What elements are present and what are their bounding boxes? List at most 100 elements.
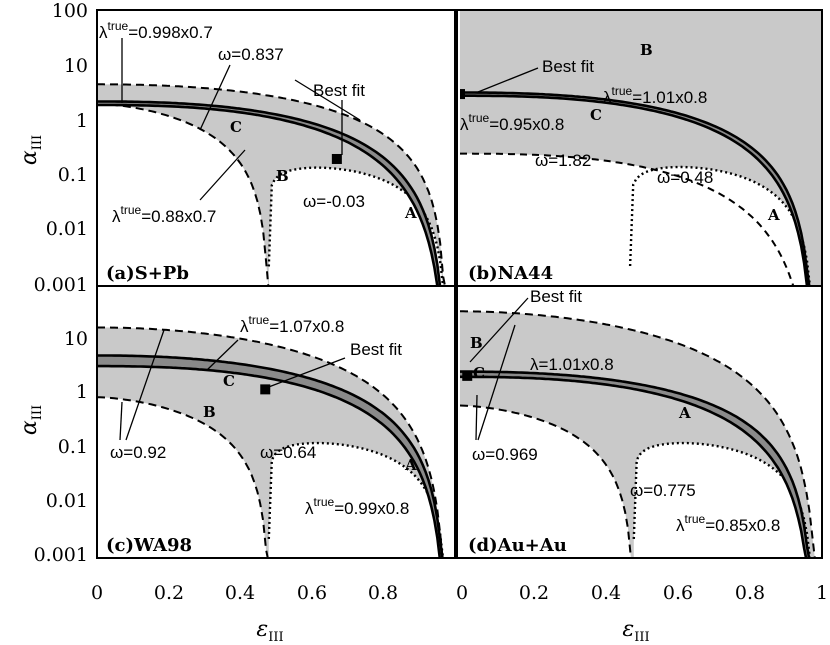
annotation-d-lambda-085: λtrue=0.85x0.8 <box>676 512 780 535</box>
panel-a <box>97 83 447 286</box>
best-fit-marker <box>331 153 342 164</box>
y-tick: 0.1 <box>58 436 88 458</box>
x-ticks-left: 0 0.2 0.4 0.6 0.8 <box>91 582 398 604</box>
x-tick: 1 <box>816 582 828 604</box>
dotted-curve <box>628 165 812 286</box>
y-tick: 0.001 <box>34 544 88 566</box>
panel-b <box>460 10 822 286</box>
annotation-a-lambda-088: λtrue=0.88x0.7 <box>112 203 216 226</box>
y-tick: 1 <box>76 110 88 132</box>
panel-frame-c <box>96 285 456 559</box>
y-tick: 10 <box>64 328 88 350</box>
solid-curve <box>97 364 442 558</box>
pointer-c-bestfit <box>265 357 346 389</box>
solid-curve <box>460 375 808 558</box>
panel-c <box>97 326 445 558</box>
solid-curve <box>97 100 442 286</box>
annotation-b-lambda-101: λtrue=1.01x0.8 <box>603 84 707 107</box>
x-tick: 0.8 <box>735 582 765 604</box>
solid-curve <box>460 94 809 286</box>
pointer-c-lambda <box>206 339 239 371</box>
panel-label-d: (d)Au+Au <box>468 535 567 556</box>
y-tick: 10 <box>64 55 88 77</box>
region-a-A: A <box>404 204 417 222</box>
region-a-B: B <box>276 167 289 185</box>
pointer-a-omega1 <box>199 64 231 131</box>
y-ticks-bottom: 10 1 0.1 0.01 0.001 <box>34 328 88 566</box>
y-tick: 0.1 <box>58 164 88 186</box>
y-ticks-top: 100 10 1 0.1 0.01 0.001 <box>34 0 88 296</box>
region-d-B: B <box>470 334 483 352</box>
annotation-c-lambda-099: λtrue=0.99x0.8 <box>305 495 409 518</box>
best-fit-marker <box>462 370 473 381</box>
annotation-c-omega-064: ω=0.64 <box>260 443 316 462</box>
annotation-a-omega-neg: ω=-0.03 <box>303 192 365 211</box>
annotation-c-lambda-107: λtrue=1.07x0.8 <box>240 313 344 336</box>
region-c-A: A <box>404 456 417 474</box>
annotation-d-lambda-101: λ=1.01x0.8 <box>530 355 614 374</box>
x-tick: 0.6 <box>663 582 693 604</box>
pointer-d-omega1 <box>475 394 478 441</box>
panel-d <box>460 310 816 558</box>
annotation-b-lambda-095: λtrue=0.95x0.8 <box>460 111 564 134</box>
dotted-curve <box>267 441 445 558</box>
x-tick: 0 <box>91 582 103 604</box>
region-b-A: A <box>767 206 780 224</box>
annotation-c-best-fit: Best fit <box>350 340 402 359</box>
panel-label-b: (b)NA44 <box>468 263 553 284</box>
annotation-a-best-fit: Best fit <box>313 81 365 100</box>
pointer-d-bestfit <box>469 297 529 363</box>
solid-curve <box>460 370 811 558</box>
x-tick: 0 <box>456 582 468 604</box>
region-a-C: C <box>230 118 242 136</box>
annotation-c-omega-092: ω=0.92 <box>110 443 166 462</box>
y-axis-label-bottom: αIII <box>17 405 45 435</box>
unshaded-region <box>630 167 813 286</box>
best-fit-marker <box>460 89 465 100</box>
pointer-c-omega2 <box>125 329 165 441</box>
dashed-curve <box>97 326 444 558</box>
annotation-b-best-fit: Best fit <box>542 57 594 76</box>
dashed-curve <box>97 83 447 286</box>
pointer-a-lambda2 <box>199 149 246 201</box>
dashed-curve <box>460 404 633 558</box>
annotation-a-lambda-true: λtrue=0.998x0.7 <box>99 19 213 42</box>
x-tick: 0.2 <box>154 582 184 604</box>
x-tick: 0.6 <box>297 582 327 604</box>
annotation-a-omega-0837: ω=0.837 <box>218 45 284 64</box>
dashed-curve <box>97 396 269 558</box>
pointer-d-omega2 <box>477 324 516 441</box>
region-d-A: A <box>678 404 691 422</box>
region-d-C: C <box>473 364 485 382</box>
region-b-B: B <box>640 41 653 59</box>
solid-curve <box>97 103 439 286</box>
x-ticks-right: 0 0.2 0.4 0.6 0.8 1 <box>456 582 828 604</box>
best-fit-marker <box>260 384 271 395</box>
annotation-d-best-fit: Best fit <box>530 287 582 306</box>
y-tick: 0.01 <box>46 218 88 240</box>
annotation-b-omega-182: ω=1.82 <box>535 151 591 170</box>
shaded-region <box>97 327 443 558</box>
x-axis-label-right: εIII <box>622 617 649 645</box>
x-tick: 0.8 <box>368 582 398 604</box>
panel-frame-d <box>456 285 823 559</box>
panel-label-a: (a)S+Pb <box>106 263 189 284</box>
y-tick: 100 <box>52 0 88 22</box>
y-tick: 0.01 <box>46 490 88 512</box>
panel-label-c: (c)WA98 <box>106 535 192 556</box>
pointer-a-omega2 <box>294 79 361 121</box>
annotation-d-omega-0969: ω=0.969 <box>472 445 538 464</box>
x-tick: 0.4 <box>591 582 621 604</box>
solid-curve <box>460 91 811 286</box>
dashed-curve <box>460 310 816 558</box>
annotation-d-omega-0775: ω=0.775 <box>630 481 696 500</box>
pointer-c-omega1 <box>119 401 123 441</box>
pointer-b-bestfit <box>477 67 539 93</box>
x-tick: 0.4 <box>225 582 255 604</box>
region-c-C: C <box>223 372 235 390</box>
pointer-lines <box>119 38 539 441</box>
region-b-C: C <box>590 106 602 124</box>
y-tick: 0.001 <box>34 274 88 296</box>
annotation-b-omega-048: ω=0.48 <box>657 168 713 187</box>
